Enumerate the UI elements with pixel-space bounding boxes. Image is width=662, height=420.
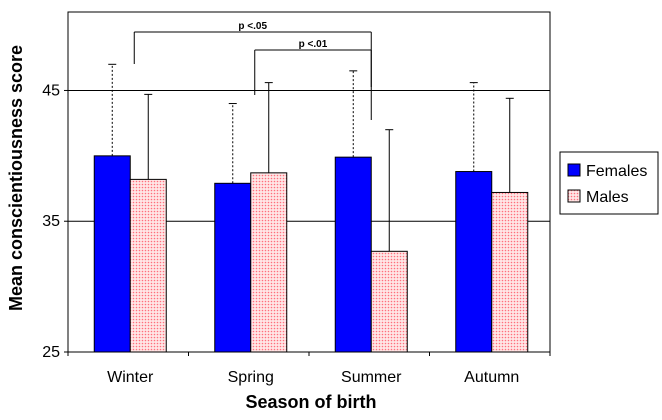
bar-males-spring xyxy=(250,172,288,353)
legend-box xyxy=(559,151,659,215)
legend-swatch-females xyxy=(567,163,581,177)
error-bars-layer xyxy=(108,63,514,252)
y-tick-label-25: 25 xyxy=(42,344,60,361)
y-tick-label-35: 35 xyxy=(42,213,60,230)
legend-label-females: Females xyxy=(586,163,647,180)
x-tick-label-autumn: Autumn xyxy=(464,369,519,386)
x-tick-label-summer: Summer xyxy=(341,369,402,386)
axes-layer: 25 35 45 Winter Spring Summer Autumn xyxy=(42,11,551,386)
bar-females-autumn xyxy=(455,171,493,353)
legend: Females Males xyxy=(559,151,659,215)
significance-label-0: p <.05 xyxy=(238,21,267,32)
bar-females-spring xyxy=(214,182,252,353)
bar-females-summer xyxy=(334,156,372,353)
x-tick-label-winter: Winter xyxy=(107,369,154,386)
x-axis-title: Season of birth xyxy=(245,392,376,412)
annotations-layer: p <.05 p <.01 xyxy=(133,21,372,120)
legend-item-males: Males xyxy=(567,189,629,206)
y-axis-title: Mean conscientiousness score xyxy=(6,45,26,311)
y-tick-label-45: 45 xyxy=(42,82,60,99)
legend-swatch-males xyxy=(567,189,581,203)
significance-label-1: p <.01 xyxy=(299,39,328,50)
bar-males-winter xyxy=(129,178,167,353)
bar-males-autumn xyxy=(491,191,529,353)
legend-item-females: Females xyxy=(567,163,647,180)
legend-label-males: Males xyxy=(586,189,629,206)
x-tick-label-spring: Spring xyxy=(228,369,274,386)
bars-layer xyxy=(93,155,529,353)
bar-females-winter xyxy=(93,155,131,353)
bar-males-summer xyxy=(370,250,408,353)
